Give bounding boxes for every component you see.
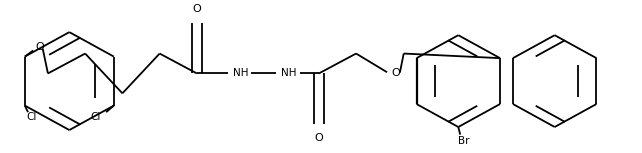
- Text: O: O: [193, 4, 201, 14]
- Text: NH: NH: [281, 68, 297, 78]
- Text: O: O: [35, 42, 44, 52]
- Text: O: O: [315, 133, 323, 143]
- Text: Cl: Cl: [91, 112, 101, 122]
- Text: O: O: [392, 68, 401, 78]
- Text: Cl: Cl: [27, 112, 37, 122]
- Text: NH: NH: [233, 68, 248, 78]
- Text: Br: Br: [458, 136, 469, 146]
